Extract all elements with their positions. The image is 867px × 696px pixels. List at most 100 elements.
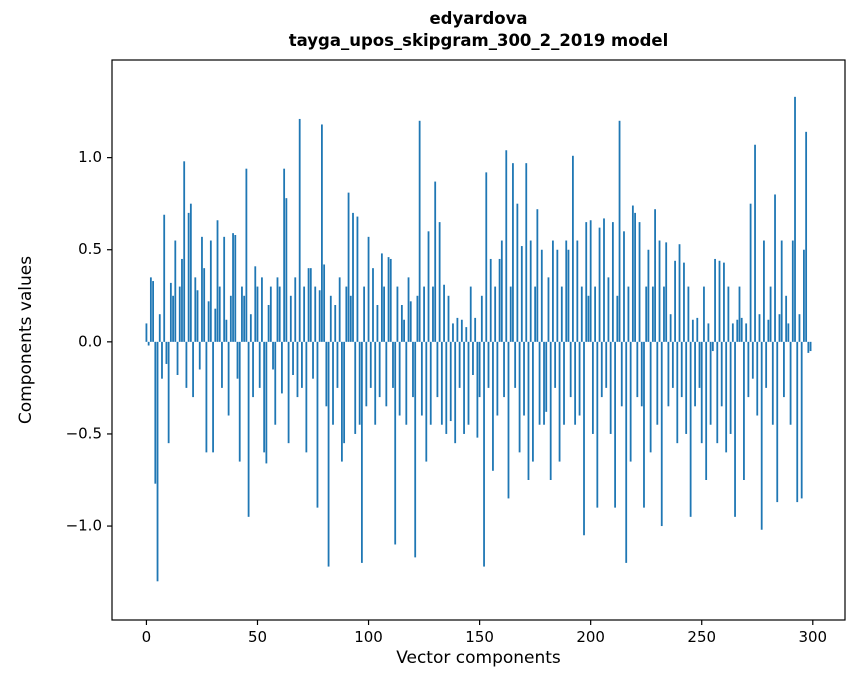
bar (360, 341, 363, 563)
bar (809, 341, 812, 352)
bar (631, 205, 634, 342)
bar (758, 314, 761, 342)
bar (265, 341, 268, 464)
bar (458, 341, 461, 388)
bar (716, 341, 719, 444)
bar (229, 295, 232, 342)
bar (698, 341, 701, 388)
bar (252, 341, 254, 398)
bar (272, 341, 274, 370)
bar (336, 341, 339, 388)
bar (771, 341, 774, 425)
bar (261, 277, 263, 342)
bar (676, 341, 679, 444)
bar (225, 319, 228, 342)
bar (358, 341, 361, 425)
bar (378, 341, 381, 398)
bar (496, 341, 499, 416)
bar (696, 317, 699, 342)
bar (176, 341, 179, 375)
bar (711, 341, 714, 352)
bar (452, 323, 454, 342)
bar (463, 341, 465, 434)
bar (445, 341, 448, 434)
bar (389, 258, 392, 342)
bar (523, 341, 525, 416)
bar (560, 286, 563, 342)
bar (494, 286, 497, 342)
bar (658, 240, 661, 342)
bar (729, 341, 732, 434)
bar (558, 341, 561, 462)
bar (192, 341, 194, 398)
bar-series (145, 96, 812, 582)
bar (167, 341, 170, 444)
bar (778, 314, 781, 342)
bar (423, 286, 425, 342)
bar (227, 341, 230, 416)
bar (158, 314, 161, 342)
bar (780, 240, 783, 342)
x-tick-label: 100 (354, 628, 383, 646)
bar (307, 268, 310, 342)
bar (763, 240, 765, 342)
bar (403, 319, 405, 342)
bar (283, 168, 286, 342)
bar (194, 277, 197, 342)
bar (583, 341, 585, 536)
bar (623, 231, 625, 342)
y-tick-label: −0.5 (66, 424, 102, 442)
bar (178, 286, 181, 342)
bar (492, 341, 494, 471)
bar (567, 249, 570, 342)
bar (292, 341, 294, 375)
bar (181, 258, 183, 342)
bar (663, 286, 665, 342)
bar (572, 155, 574, 342)
bar (301, 341, 303, 388)
bar (347, 192, 350, 342)
bar (367, 236, 370, 342)
bar (145, 323, 148, 342)
bar (443, 284, 445, 342)
bar (554, 341, 557, 388)
bar (627, 286, 630, 342)
bar (743, 341, 745, 480)
bar (303, 286, 306, 342)
y-tick-label: −1.0 (66, 517, 102, 535)
bar (665, 242, 668, 342)
y-axis-label: Components values (16, 255, 36, 425)
bar (365, 341, 368, 407)
bar (645, 286, 648, 342)
bar (543, 341, 545, 425)
bar (578, 341, 581, 416)
bar (174, 240, 177, 342)
bar (223, 236, 226, 342)
bar (249, 314, 252, 342)
bar (236, 341, 239, 379)
bar (616, 295, 619, 342)
bar (587, 295, 590, 342)
bar (172, 295, 174, 342)
bar (787, 323, 790, 342)
bar (436, 341, 439, 398)
bar (243, 295, 246, 342)
bar (807, 341, 810, 353)
bar (760, 341, 763, 530)
bar (540, 249, 543, 342)
bar (147, 341, 150, 346)
bar (709, 341, 712, 425)
bar (727, 286, 730, 342)
bar (276, 277, 279, 342)
bar (189, 203, 192, 342)
bar (656, 341, 659, 425)
bar (685, 341, 688, 434)
bar (736, 319, 739, 342)
bar (480, 295, 483, 342)
bar (363, 286, 366, 342)
bar (731, 323, 734, 342)
bar (392, 341, 394, 388)
bar (700, 341, 703, 444)
